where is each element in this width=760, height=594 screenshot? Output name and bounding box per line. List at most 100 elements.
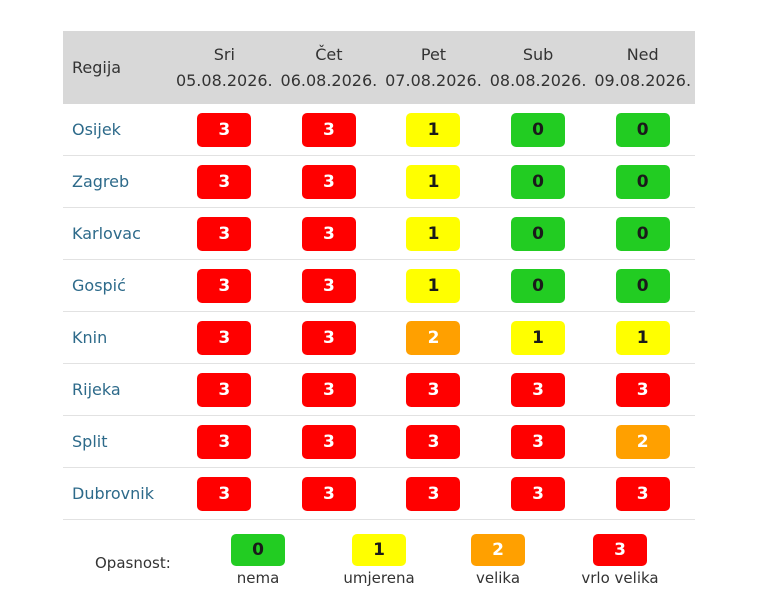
danger-cell: 3 xyxy=(172,311,277,364)
danger-cell: 3 xyxy=(172,415,277,468)
danger-level-badge: 3 xyxy=(301,320,356,355)
danger-level-badge: 3 xyxy=(615,372,670,407)
danger-cell: 0 xyxy=(590,155,695,208)
danger-cell: 3 xyxy=(485,363,591,416)
danger-level-badge: 0 xyxy=(615,268,670,303)
day-name: Sri xyxy=(213,44,235,64)
danger-level-badge: 3 xyxy=(301,268,356,303)
danger-cell: 1 xyxy=(381,259,486,312)
table-row: Gospić 3 3 1 0 0 xyxy=(63,259,695,312)
table-row: Rijeka 3 3 3 3 3 xyxy=(63,363,695,416)
danger-cell: 3 xyxy=(590,363,695,416)
region-name[interactable]: Rijeka xyxy=(63,363,172,416)
danger-level-badge: 1 xyxy=(406,216,461,251)
danger-level-badge: 3 xyxy=(406,476,461,511)
region-name[interactable]: Split xyxy=(63,415,172,468)
danger-cell: 0 xyxy=(485,155,591,208)
fire-danger-table: Regija Sri 05.08.2026. Čet 06.08.2026. P… xyxy=(63,31,695,520)
table-row: Karlovac 3 3 1 0 0 xyxy=(63,207,695,260)
danger-level-badge: 1 xyxy=(406,112,461,147)
danger-cell: 0 xyxy=(485,207,591,260)
day-column-header: Pet 07.08.2026. xyxy=(381,31,486,104)
legend-badge: 3 xyxy=(593,534,647,566)
danger-cell: 3 xyxy=(590,467,695,520)
danger-level-badge: 3 xyxy=(197,424,252,459)
legend-item-moderate: 1 umjerena xyxy=(324,534,434,587)
table-row: Dubrovnik 3 3 3 3 3 xyxy=(63,467,695,520)
day-name: Ned xyxy=(626,44,659,64)
table-header-row: Regija Sri 05.08.2026. Čet 06.08.2026. P… xyxy=(63,31,695,104)
danger-cell: 3 xyxy=(276,311,382,364)
day-date: 07.08.2026. xyxy=(385,70,482,90)
table-row: Osijek 3 3 1 0 0 xyxy=(63,104,695,156)
region-name[interactable]: Osijek xyxy=(63,104,172,156)
danger-level-badge: 0 xyxy=(511,112,566,147)
legend-item-none: 0 nema xyxy=(203,534,313,587)
danger-cell: 0 xyxy=(485,104,591,156)
day-date: 09.08.2026. xyxy=(594,70,692,90)
danger-level-badge: 3 xyxy=(511,476,566,511)
danger-cell: 3 xyxy=(172,155,277,208)
legend-badge: 2 xyxy=(471,534,525,566)
region-name[interactable]: Dubrovnik xyxy=(63,467,172,520)
danger-cell: 1 xyxy=(381,207,486,260)
region-name[interactable]: Knin xyxy=(63,311,172,364)
danger-level-badge: 0 xyxy=(511,164,566,199)
day-name: Čet xyxy=(315,44,343,64)
region-name[interactable]: Karlovac xyxy=(63,207,172,260)
legend-text: velika xyxy=(475,569,521,587)
legend-item-high: 2 velika xyxy=(443,534,553,587)
danger-level-badge: 3 xyxy=(301,164,356,199)
danger-cell: 3 xyxy=(276,104,382,156)
danger-level-badge: 3 xyxy=(301,476,356,511)
danger-cell: 3 xyxy=(172,104,277,156)
danger-level-badge: 0 xyxy=(511,216,566,251)
danger-cell: 1 xyxy=(381,104,486,156)
legend-item-very-high: 3 vrlo velika xyxy=(565,534,675,587)
danger-level-badge: 0 xyxy=(511,268,566,303)
table-row: Split 3 3 3 3 2 xyxy=(63,415,695,468)
danger-cell: 0 xyxy=(590,259,695,312)
danger-cell: 3 xyxy=(276,467,382,520)
danger-level-badge: 3 xyxy=(197,476,252,511)
danger-level-badge: 3 xyxy=(197,112,252,147)
danger-cell: 1 xyxy=(590,311,695,364)
danger-level-badge: 0 xyxy=(615,112,670,147)
region-name[interactable]: Gospić xyxy=(63,259,172,312)
danger-level-badge: 1 xyxy=(511,320,566,355)
danger-cell: 0 xyxy=(485,259,591,312)
danger-cell: 0 xyxy=(590,207,695,260)
danger-cell: 3 xyxy=(172,259,277,312)
day-date: 06.08.2026. xyxy=(280,70,378,90)
legend-badge: 0 xyxy=(231,534,285,566)
day-column-header: Čet 06.08.2026. xyxy=(276,31,382,104)
danger-level-badge: 3 xyxy=(301,216,356,251)
danger-level-badge: 3 xyxy=(197,372,252,407)
danger-level-badge: 3 xyxy=(197,164,252,199)
danger-level-badge: 3 xyxy=(197,268,252,303)
danger-cell: 3 xyxy=(276,155,382,208)
danger-level-badge: 2 xyxy=(406,320,461,355)
legend-badge: 1 xyxy=(352,534,406,566)
region-name[interactable]: Zagreb xyxy=(63,155,172,208)
day-column-header: Sri 05.08.2026. xyxy=(172,31,277,104)
danger-level-badge: 1 xyxy=(406,268,461,303)
danger-cell: 3 xyxy=(276,363,382,416)
legend-text: vrlo velika xyxy=(581,569,659,587)
danger-level-badge: 1 xyxy=(615,320,670,355)
table-row: Knin 3 3 2 1 1 xyxy=(63,311,695,364)
table-row: Zagreb 3 3 1 0 0 xyxy=(63,155,695,208)
legend-text: umjerena xyxy=(343,569,415,587)
danger-cell: 3 xyxy=(276,259,382,312)
day-date: 08.08.2026. xyxy=(489,70,587,90)
danger-level-badge: 3 xyxy=(301,424,356,459)
danger-cell: 3 xyxy=(381,467,486,520)
danger-level-badge: 3 xyxy=(301,372,356,407)
danger-level-badge: 2 xyxy=(615,424,670,459)
danger-cell: 3 xyxy=(172,207,277,260)
danger-cell: 3 xyxy=(172,363,277,416)
legend-text: nema xyxy=(236,569,280,587)
danger-cell: 3 xyxy=(381,363,486,416)
danger-level-badge: 0 xyxy=(615,216,670,251)
danger-legend: Opasnost: 0 nema 1 umjerena 2 velika 3 v… xyxy=(63,532,695,592)
